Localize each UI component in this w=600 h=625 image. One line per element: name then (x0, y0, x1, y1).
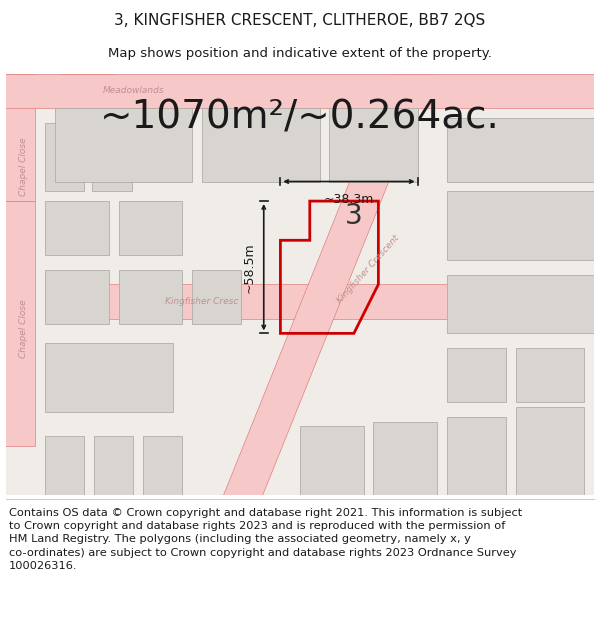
Polygon shape (447, 191, 594, 260)
Polygon shape (45, 122, 85, 191)
Polygon shape (60, 284, 600, 319)
Text: Map shows position and indicative extent of the property.: Map shows position and indicative extent… (108, 47, 492, 59)
Text: Chapel Close: Chapel Close (19, 299, 28, 358)
Polygon shape (119, 269, 182, 324)
Polygon shape (447, 118, 594, 181)
Polygon shape (45, 269, 109, 324)
Text: ~1070m²/~0.264ac.: ~1070m²/~0.264ac. (100, 99, 500, 137)
Polygon shape (60, 74, 114, 93)
Text: 3, KINGFISHER CRESCENT, CLITHEROE, BB7 2QS: 3, KINGFISHER CRESCENT, CLITHEROE, BB7 2… (115, 13, 485, 28)
Text: Kingfisher Cresc: Kingfisher Cresc (166, 296, 239, 306)
Polygon shape (515, 407, 584, 495)
Text: Contains OS data © Crown copyright and database right 2021. This information is : Contains OS data © Crown copyright and d… (9, 508, 522, 571)
Polygon shape (447, 348, 506, 402)
Polygon shape (192, 269, 241, 324)
Polygon shape (221, 74, 432, 500)
Text: ~58.5m: ~58.5m (243, 242, 256, 292)
Text: 3: 3 (345, 202, 363, 230)
Text: Kingfisher Crescent: Kingfisher Crescent (336, 234, 401, 306)
Text: ~38.3m: ~38.3m (324, 193, 374, 206)
Text: Meadowlands: Meadowlands (103, 86, 164, 95)
Polygon shape (92, 122, 131, 191)
Polygon shape (1, 74, 600, 108)
Polygon shape (94, 436, 133, 495)
Polygon shape (447, 417, 506, 495)
Polygon shape (515, 348, 584, 402)
Polygon shape (45, 436, 85, 495)
Polygon shape (300, 426, 364, 495)
Polygon shape (45, 201, 109, 255)
Polygon shape (202, 108, 320, 181)
Polygon shape (55, 108, 192, 181)
Polygon shape (1, 74, 35, 201)
Polygon shape (447, 274, 594, 333)
Polygon shape (329, 108, 418, 181)
Polygon shape (119, 201, 182, 255)
Polygon shape (45, 343, 173, 412)
Text: Chapel Close: Chapel Close (19, 138, 28, 196)
Polygon shape (373, 421, 437, 495)
Polygon shape (1, 201, 35, 446)
Polygon shape (143, 436, 182, 495)
